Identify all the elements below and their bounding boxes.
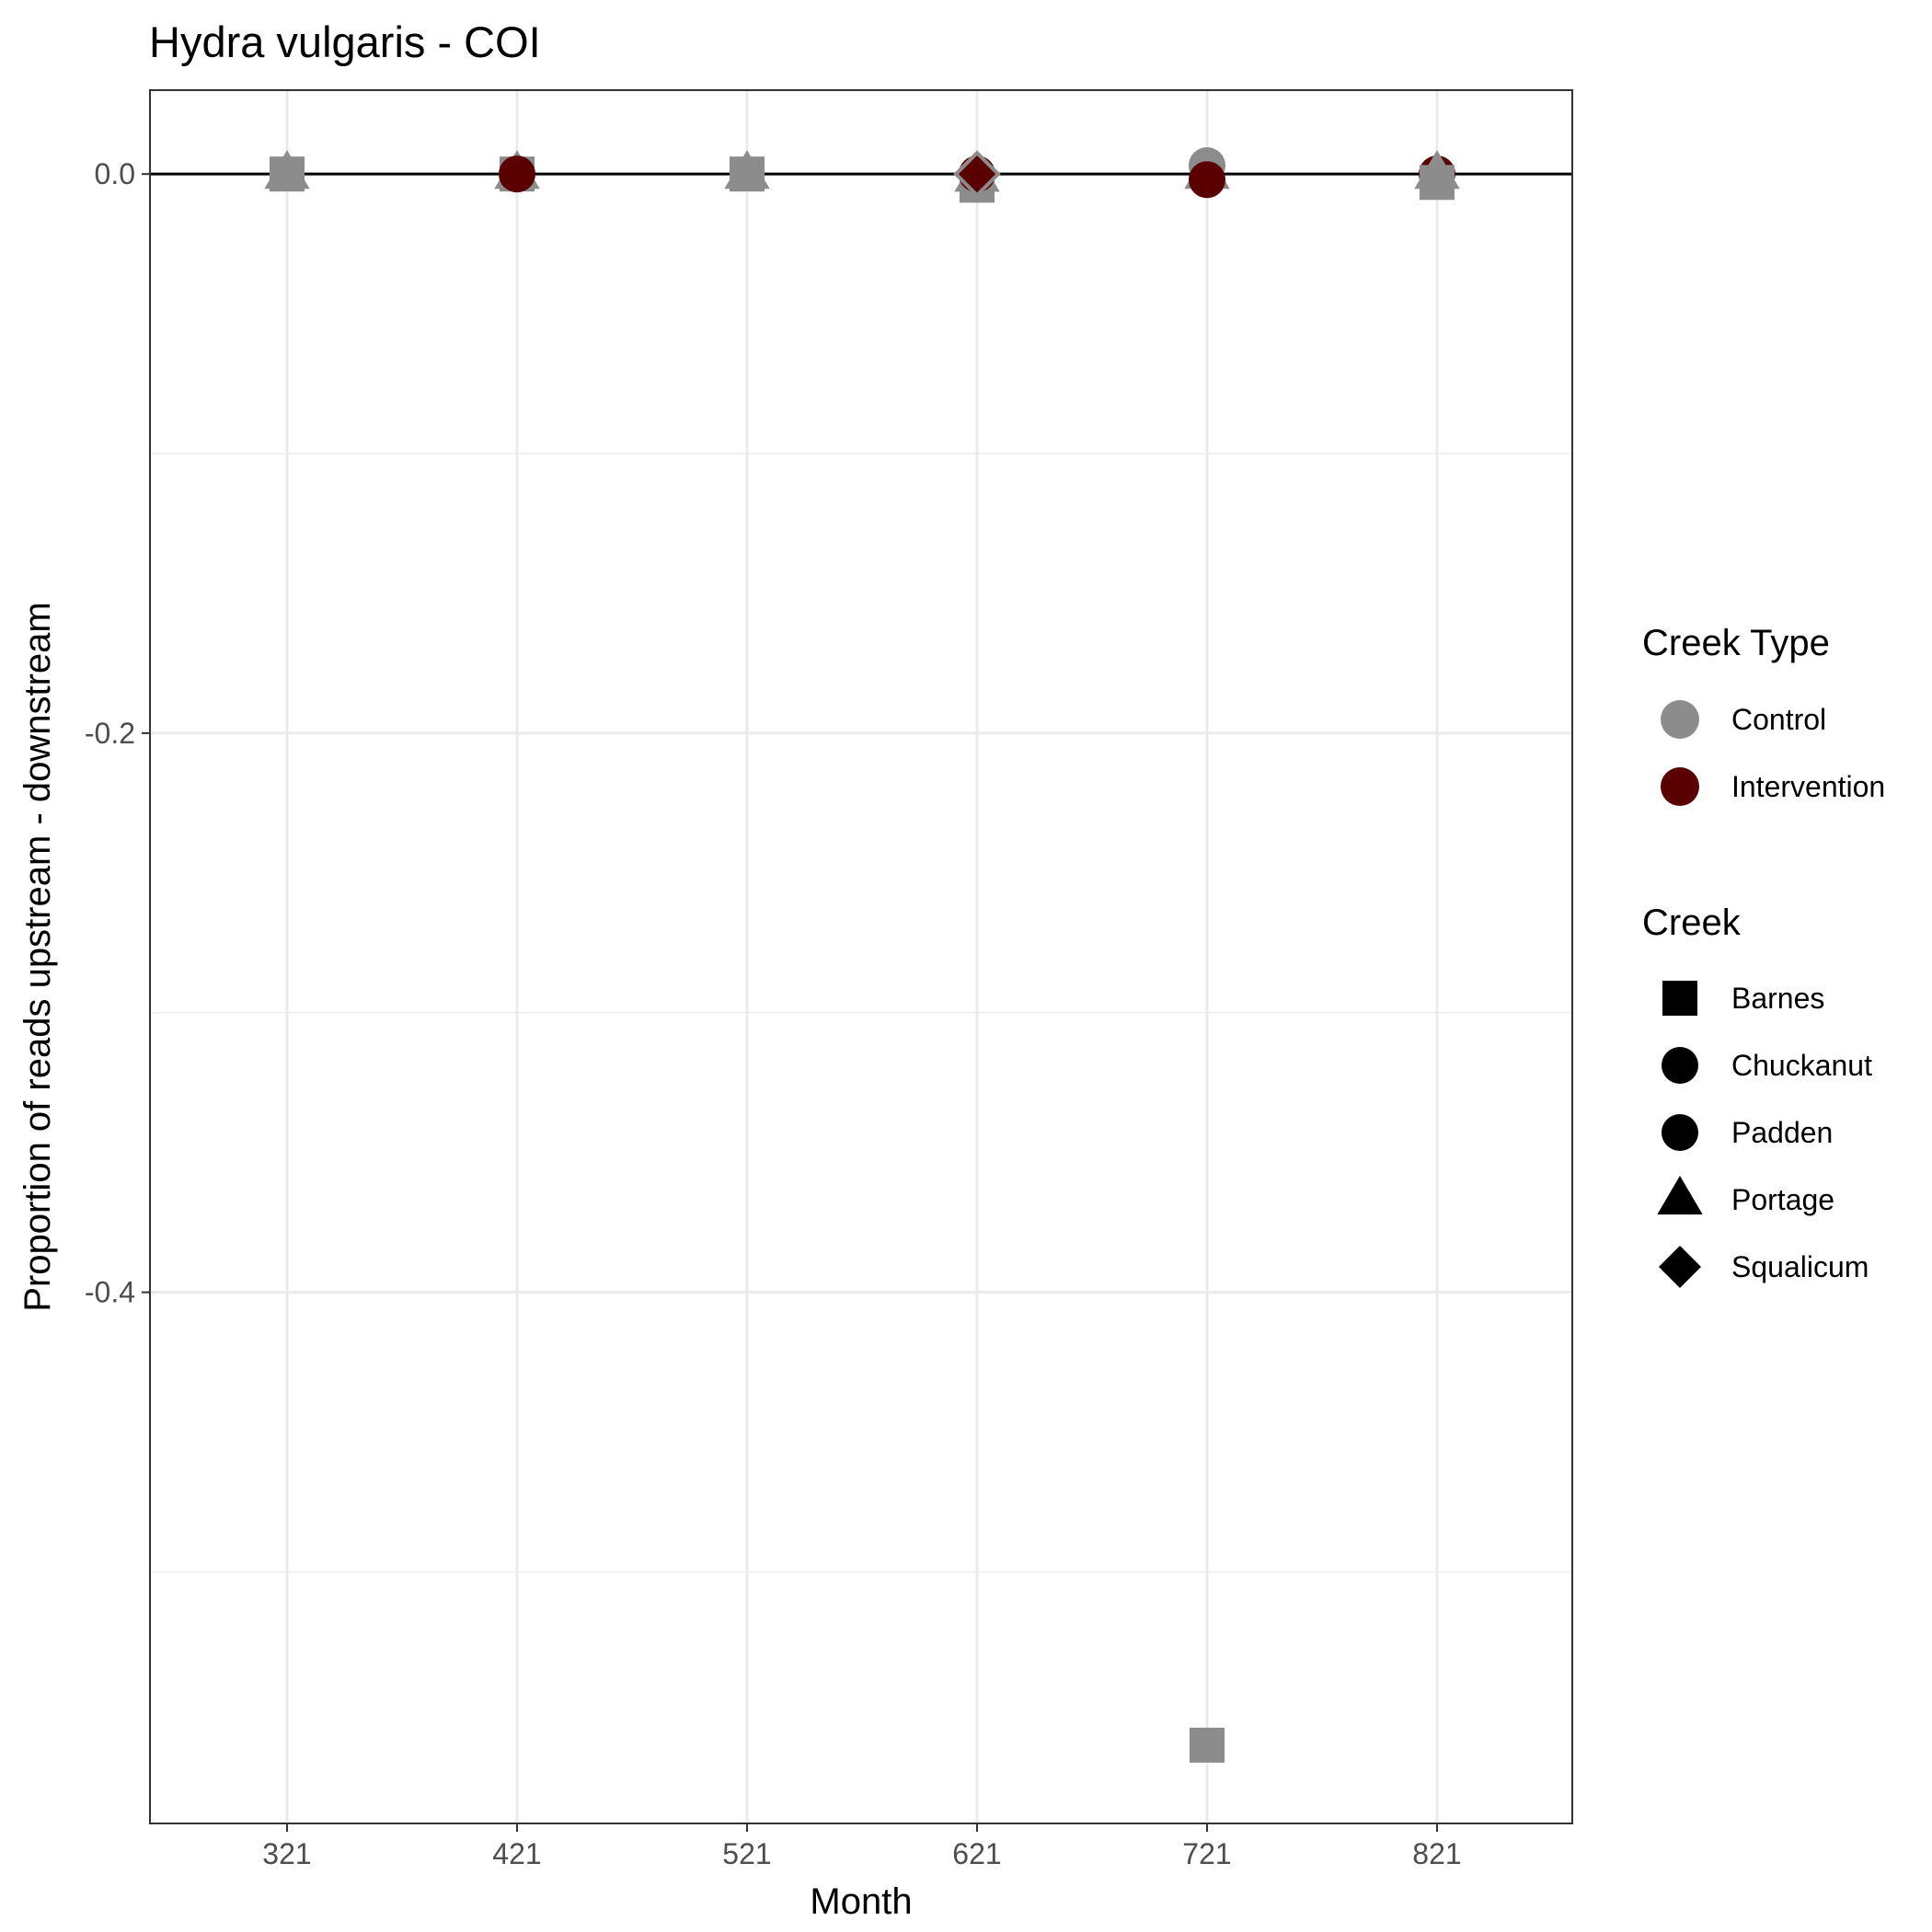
y-tick-label: -0.4 (85, 1276, 135, 1309)
legend: Creek Type Control Intervention Creek Barnes… (1642, 623, 1885, 1288)
data-point (953, 150, 1001, 198)
legend-label: Intervention (1731, 770, 1885, 803)
data-point (1190, 1727, 1225, 1763)
legend-key (1657, 1176, 1703, 1215)
x-axis-title: Month (810, 1881, 912, 1922)
legend-label: Control (1731, 703, 1826, 736)
legend-key (1662, 1114, 1698, 1151)
legend-label: Chuckanut (1731, 1049, 1872, 1082)
x-tick-label: 721 (1182, 1837, 1231, 1870)
y-tick-label: -0.2 (85, 717, 135, 750)
data-point (959, 155, 995, 193)
legend-key (1662, 1047, 1698, 1084)
x-tick-label: 321 (262, 1837, 311, 1870)
data-points (264, 147, 1460, 1763)
legend-key (1661, 700, 1699, 739)
grid (150, 90, 1572, 1823)
legend-title: Creek Type (1642, 623, 1830, 663)
axis-ticks: 0.0 -0.2 -0.4 321 421 521 621 721 821 (85, 157, 1462, 1870)
legend-label: Portage (1731, 1183, 1834, 1216)
x-tick-label: 621 (952, 1837, 1001, 1870)
legend-key (1661, 767, 1699, 806)
x-tick-label: 521 (722, 1837, 771, 1870)
legend-key (1662, 981, 1697, 1016)
y-axis-title: Proportion of reads upstream - downstrea… (17, 602, 58, 1311)
legend-label: Barnes (1731, 982, 1824, 1015)
plot-panel-border (149, 89, 1573, 1824)
legend-label: Squalicum (1731, 1250, 1869, 1283)
legend-label: Padden (1731, 1116, 1833, 1149)
data-point (1420, 165, 1455, 201)
data-point (1189, 161, 1225, 199)
data-point (499, 155, 535, 193)
x-tick-label: 821 (1412, 1837, 1461, 1870)
legend-key (1659, 1246, 1701, 1288)
data-point (730, 156, 765, 192)
x-tick-label: 421 (492, 1837, 541, 1870)
data-point (270, 156, 305, 192)
y-tick-label: 0.0 (95, 157, 135, 190)
legend-title: Creek (1642, 903, 1742, 943)
chart-title: Hydra vulgaris - COI (149, 17, 541, 66)
